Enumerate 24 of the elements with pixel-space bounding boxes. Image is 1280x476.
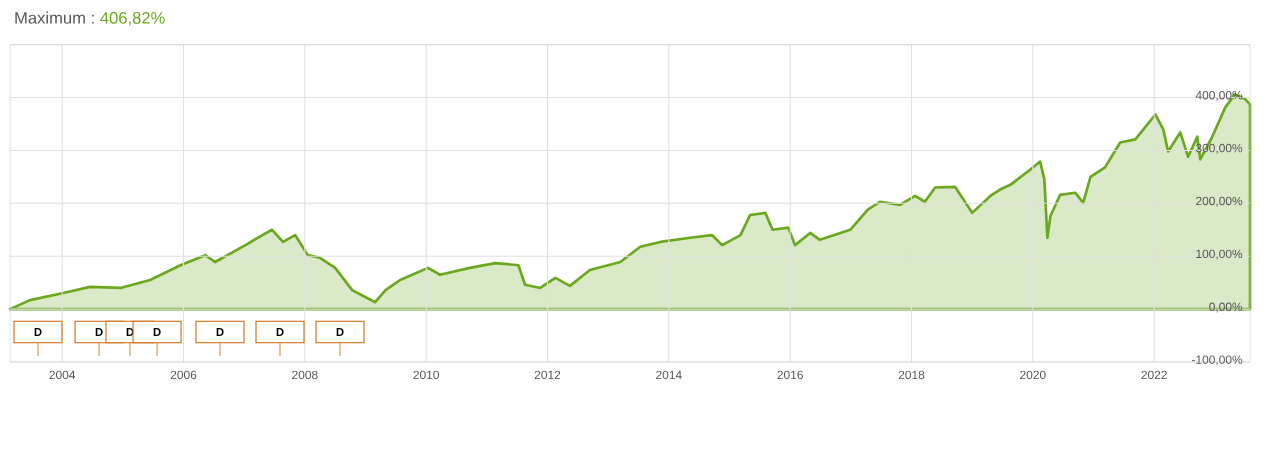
x-tick-label: 2014 bbox=[656, 370, 682, 380]
annotation: D bbox=[216, 328, 224, 336]
y-tick-label: -100,00% bbox=[1192, 355, 1243, 366]
x-tick-label: 2010 bbox=[413, 370, 439, 380]
chart-subtitle: 406,82% bbox=[100, 12, 165, 26]
x-tick-label: 2020 bbox=[1020, 370, 1046, 380]
y-tick-label: 400,00% bbox=[1195, 90, 1243, 101]
y-tick-label: 200,00% bbox=[1196, 196, 1243, 207]
y-tick-label: 100,00% bbox=[1196, 249, 1243, 260]
y-tick-label: 300,00% bbox=[1195, 143, 1243, 154]
annotation: D bbox=[34, 328, 42, 336]
x-tick-label: 2012 bbox=[534, 370, 561, 380]
annotation: D bbox=[95, 328, 103, 336]
x-tick-label: 2018 bbox=[898, 370, 925, 380]
x-tick-label: 2006 bbox=[170, 370, 197, 380]
annotation: D bbox=[336, 328, 344, 336]
x-tick-label: 2004 bbox=[49, 370, 76, 380]
x-tick-label: 2008 bbox=[292, 370, 318, 380]
annotation: D bbox=[276, 328, 284, 336]
x-tick-label: 2022 bbox=[1141, 370, 1167, 380]
annotation: D bbox=[153, 328, 161, 336]
y-tick-label: 0,00% bbox=[1209, 302, 1243, 313]
x-tick-label: 2016 bbox=[777, 370, 803, 380]
chart-title: Maximum : bbox=[15, 11, 94, 24]
